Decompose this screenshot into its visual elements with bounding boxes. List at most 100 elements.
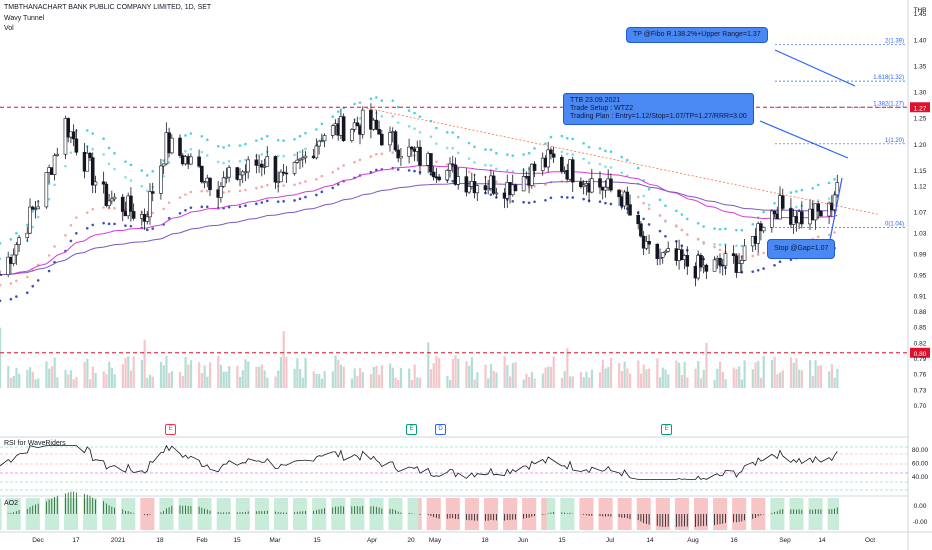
candle-body [628, 204, 632, 216]
volume-bar [754, 362, 757, 388]
candle-body [317, 140, 321, 147]
tunnel-upper-dots [315, 128, 318, 131]
volume-bar [356, 376, 359, 388]
tunnel-lower-dots [15, 295, 18, 298]
volume-bar [184, 356, 187, 388]
tunnel-mid-dots [244, 188, 247, 192]
signal-marker-badge[interactable]: D [435, 424, 446, 435]
volume-bar [819, 365, 823, 388]
volume-bar [549, 366, 553, 388]
volume-bar [342, 366, 345, 388]
tunnel-upper-inner-dots [407, 125, 411, 128]
tunnel-lower-dots [293, 199, 296, 202]
tunnel-lower-dots [0, 299, 2, 303]
candle-body [603, 186, 608, 191]
volume-bar [7, 365, 10, 388]
tunnel-lower-dots [69, 239, 73, 243]
candle-body [369, 109, 373, 130]
signal-marker-badge[interactable]: E [165, 424, 176, 435]
volume-bar [299, 368, 302, 388]
volume-bar [416, 377, 419, 388]
fib-level-label: 1.382(1.27) [873, 101, 904, 107]
volume-bar [56, 377, 59, 388]
tunnel-upper-dots [276, 138, 280, 142]
candle-body [780, 195, 785, 209]
tunnel-lower-dots [664, 234, 667, 238]
volume-bar [394, 377, 397, 388]
volume-bar [514, 362, 517, 388]
tunnel-upper-dots [762, 210, 765, 214]
tunnel-mid-dots [751, 254, 755, 258]
candle-body [718, 258, 722, 266]
volume-bar [236, 365, 239, 388]
volume-bar [599, 372, 602, 388]
candle-body [200, 165, 204, 183]
tunnel-upper-dots [353, 102, 356, 106]
volume-bar [165, 355, 168, 388]
tunnel-upper-dots [789, 191, 793, 194]
tunnel-mid-dots [227, 190, 231, 193]
tunnel-upper-dots [320, 122, 324, 126]
rsi-label[interactable]: RSI for WaveRiders [4, 440, 66, 447]
tunnel-lower-dots [9, 297, 13, 301]
ao-label[interactable]: AO2 [4, 500, 19, 507]
tunnel-mid-dots [342, 164, 345, 167]
volume-bar [419, 377, 422, 388]
tunnel-upper-dots [604, 149, 607, 153]
tunnel-lower-dots [658, 229, 662, 233]
tunnel-lower-dots [407, 169, 411, 172]
tunnel-upper-dots [511, 154, 515, 157]
volume-bar [451, 358, 454, 388]
tunnel-upper-dots [636, 166, 640, 170]
price-axis-tick: 0.76 [914, 372, 927, 379]
candle-body [320, 140, 324, 143]
tunnel-mid-dots [664, 219, 667, 222]
price-axis-tick: 1.20 [914, 142, 927, 149]
tunnel-mid-dots [102, 206, 105, 209]
volume-bar [759, 377, 763, 388]
tunnel-upper-dots [713, 227, 716, 230]
candle-body [530, 163, 534, 186]
tunnel-upper-inner-dots [0, 257, 2, 261]
tunnel-upper-inner-dots [124, 176, 127, 179]
candle-body [298, 158, 302, 161]
signal-marker-badge[interactable]: E [661, 424, 672, 435]
volume-bar [809, 360, 812, 388]
ao-background-cell [0, 498, 2, 530]
volume-bar [800, 370, 804, 388]
trade-setup-callout[interactable]: TTB 23.09.2021 Trade Setup : WTZ2 Tradin… [563, 93, 754, 125]
indicator-wavy-tunnel-label[interactable]: Wavy Tunnel [4, 15, 45, 22]
candle-body [74, 138, 79, 153]
volume-bar [75, 376, 78, 388]
indicator-vol-label[interactable]: Vol [4, 25, 14, 32]
volume-bar [757, 360, 760, 388]
time-axis-label: Feb [196, 537, 208, 544]
candle-body [407, 146, 411, 157]
tunnel-upper-inner-dots [565, 152, 569, 156]
candle-body [699, 255, 703, 268]
tunnel-upper-dots [216, 144, 220, 148]
candle-body [429, 153, 433, 173]
tunnel-lower-dots [124, 224, 127, 227]
tunnel-upper-inner-dots [609, 166, 613, 169]
time-axis-label: Oct [865, 537, 875, 544]
volume-bar [408, 368, 411, 388]
volume-bar [105, 374, 108, 388]
candle-body [273, 156, 278, 183]
tunnel-lower-dots [331, 186, 335, 190]
candle-body [445, 169, 450, 181]
tunnel-upper-dots [647, 187, 651, 191]
signal-marker-badge[interactable]: E [406, 424, 417, 435]
candle-body [399, 156, 403, 159]
candle-body [560, 157, 564, 172]
candle-body [279, 171, 283, 183]
volume-bar [659, 377, 662, 388]
tunnel-upper-inner-dots [167, 161, 171, 164]
volume-bar [683, 361, 686, 388]
volume-bar [541, 373, 544, 388]
volume-bar [656, 358, 659, 388]
tunnel-upper-inner-dots [244, 158, 247, 162]
tp-callout[interactable]: TP @Fibo R.138.2%+Upper Range=1.37 [626, 27, 768, 43]
stop-callout[interactable]: Stop @Gap=1.07 [767, 239, 836, 259]
